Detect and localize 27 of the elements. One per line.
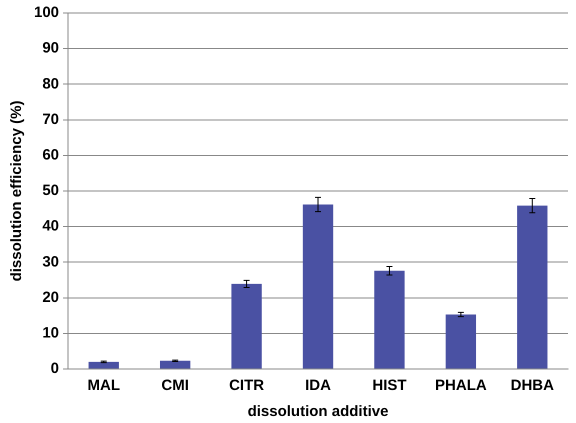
x-tick-label: CMI xyxy=(161,377,189,394)
x-tick-label: MAL xyxy=(87,377,120,394)
x-axis-title: dissolution additive xyxy=(248,403,388,420)
y-tick-label: 70 xyxy=(42,110,60,128)
bar xyxy=(302,204,334,368)
bar xyxy=(160,360,190,368)
y-tick-label: 20 xyxy=(42,288,60,306)
y-tick-label: 50 xyxy=(42,182,60,200)
bar xyxy=(231,284,262,368)
y-tick-label: 40 xyxy=(42,218,60,235)
x-tick-label: IDA xyxy=(305,377,332,394)
x-tick-label: PHALA xyxy=(435,377,487,394)
y-axis-title: dissolution efficiency (%) xyxy=(8,100,26,282)
y-tick-label: 60 xyxy=(42,146,60,164)
bar xyxy=(88,362,119,368)
y-tick-label: 30 xyxy=(42,253,60,270)
bar xyxy=(517,206,548,368)
x-tick-label: DHBA xyxy=(510,377,554,394)
y-tick-label: 90 xyxy=(42,40,60,57)
y-tick-label: 80 xyxy=(42,75,60,92)
y-tick-label: 100 xyxy=(34,4,60,22)
y-tick-label: 10 xyxy=(42,324,60,342)
y-tick-label: 0 xyxy=(50,360,60,378)
bar xyxy=(374,270,405,368)
x-tick-label: CITR xyxy=(229,377,264,394)
x-tick-label: HIST xyxy=(372,377,407,394)
bar xyxy=(446,314,476,368)
